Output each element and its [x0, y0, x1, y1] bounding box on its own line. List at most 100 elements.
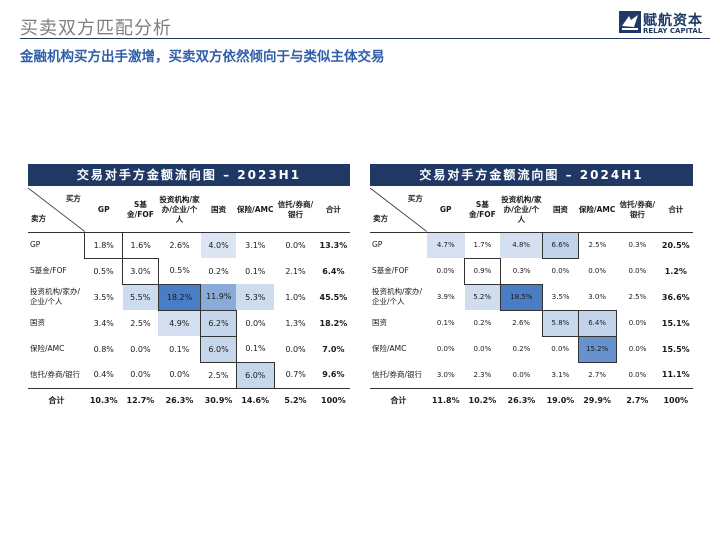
row-label: 投资机构/家办/企业/个人 [30, 287, 81, 306]
row-label: S基金/FOF [30, 266, 67, 275]
flow-value-cell: 5.2% [464, 284, 501, 310]
flow-matrix-2024h1: 买方 卖方 GP S基金/FOF 投资机构/家办/企业/个人 国资 保险/AMC 信托/券商/… [370, 188, 693, 412]
total-row: 合计 10.3% 12.7% 26.3% 30.9% 14.6% 5.2% 100% [28, 387, 350, 412]
column-total-cell: 26.3% [158, 387, 201, 412]
column-total-cell: 100% [316, 387, 350, 412]
flow-value-cell: 3.0% [436, 370, 455, 379]
flow-value-cell: 18.5% [499, 283, 544, 311]
flow-value-cell: 2.5% [130, 318, 151, 328]
page-title: 买卖双方匹配分析 [20, 18, 172, 39]
flow-value-cell: 0.1% [169, 344, 190, 354]
flow-value-cell: 3.5% [551, 292, 570, 301]
table-row: S基金/FOF 0.5% 3.0% 0.5% 0.2% 0.1% 2.1% 6.4% [28, 257, 350, 285]
table-row: 保险/AMC 0.8% 0.0% 0.1% 6.0% 0.1% 0.0% 7.0% [28, 335, 350, 363]
flow-value-cell: 0.5% [93, 266, 114, 276]
column-total-cell: 11.8% [426, 387, 465, 412]
table-row: 国资 3.4% 2.5% 4.9% 6.2% 0.0% 1.3% 18.2% [28, 309, 350, 337]
flow-value-cell: 0.7% [285, 370, 306, 380]
corner-header: 买方 卖方 [28, 188, 85, 233]
row-label: 国资 [372, 318, 387, 327]
flow-value-cell: 2.5% [628, 293, 647, 301]
flow-value-cell: 0.0% [628, 267, 647, 275]
column-header: 国资 [200, 188, 237, 233]
flow-value-cell: 0.0% [588, 267, 607, 275]
column-total-cell: 10.2% [464, 387, 501, 412]
column-header: 信托/券商/银行 [274, 188, 317, 233]
flow-value-cell: 0.3% [628, 241, 647, 250]
flow-value-cell: 6.0% [235, 361, 275, 389]
company-logo: 赋航资本 RELAY CAPITAL [619, 10, 711, 36]
row-label: 投资机构/家办/企业/个人 [372, 287, 423, 306]
flow-value-cell: 2.3% [473, 370, 492, 379]
row-total-cell: 15.1% [661, 318, 690, 328]
flow-value-cell: 1.6% [130, 240, 151, 250]
flow-value-cell: 2.5% [588, 241, 607, 250]
table-row: 信托/券商/银行 3.0% 2.3% 0.0% 3.1% 2.7% 0.0% 11.1% [370, 362, 693, 388]
diagonal-divider [370, 188, 427, 231]
flow-matrix-2023h1: 买方 卖方 GP S基金/FOF 投资机构/家办/企业/个人 国资 保险/AMC 信托/券商/… [28, 188, 350, 412]
flow-value-cell: 0.0% [551, 345, 570, 354]
flow-value-cell: 3.9% [436, 293, 455, 301]
row-label: 信托/券商/银行 [30, 369, 81, 379]
row-total-cell: 18.2% [319, 318, 348, 328]
total-row-label: 合计 [370, 387, 427, 412]
flow-value-cell: 2.1% [285, 266, 306, 276]
column-total-cell: 5.2% [274, 387, 317, 412]
flow-value-cell: 0.5% [169, 266, 190, 276]
table-row: 投资机构/家办/企业/个人 3.9% 5.2% 18.5% 3.5% 3.0% 2.5% 36… [370, 283, 693, 311]
logo-chinese-name: 赋航资本 [643, 13, 703, 29]
row-label: S基金/FOF [372, 266, 409, 275]
column-header: 合计 [658, 188, 693, 233]
flow-value-cell: 0.0% [436, 267, 455, 275]
total-row-label: 合计 [28, 387, 85, 412]
relay-capital-logo-icon [619, 11, 641, 33]
header-divider [20, 38, 710, 39]
column-total-cell: 14.6% [236, 387, 275, 412]
row-label: 保险/AMC [372, 344, 407, 353]
flow-value-cell: 0.3% [512, 266, 531, 275]
flow-value-cell: 1.0% [285, 292, 306, 302]
column-header: 保险/AMC [578, 188, 617, 233]
flow-value-cell: 2.6% [512, 319, 531, 328]
column-header: GP [426, 188, 465, 233]
column-total-cell: 30.9% [200, 387, 237, 412]
flow-value-cell: 5.5% [122, 284, 159, 310]
table-row: GP 4.7% 1.7% 4.8% 6.6% 2.5% 0.3% 20.5% [370, 231, 693, 259]
row-total-cell: 20.5% [661, 240, 690, 250]
table-title-2023h1: 交易对手方金额流向图 – 2023H1 [28, 164, 350, 186]
logo-english-name: RELAY CAPITAL [643, 27, 703, 35]
column-header: S基金/FOF [464, 188, 501, 233]
flow-value-cell: 0.0% [130, 344, 151, 354]
flow-value-cell: 0.1% [245, 344, 266, 354]
row-total-cell: 7.0% [322, 344, 345, 354]
flow-value-cell: 1.7% [473, 241, 492, 249]
corner-buyer-label: 买方 [65, 194, 81, 203]
flow-value-cell: 0.0% [436, 345, 455, 353]
table-row: 信托/券商/银行 0.4% 0.0% 0.0% 2.5% 6.0% 0.7% 9.6% [28, 361, 350, 389]
flow-value-cell: 0.0% [551, 267, 570, 276]
flow-value-cell: 0.1% [245, 266, 266, 276]
table-row: 保险/AMC 0.0% 0.0% 0.2% 0.0% 15.2% 0.0% 15.5% [370, 335, 693, 363]
row-total-cell: 1.2% [664, 266, 687, 276]
flow-value-cell: 2.5% [208, 370, 229, 380]
column-total-cell: 19.0% [542, 387, 579, 412]
row-label: 保险/AMC [30, 344, 65, 353]
flow-value-cell: 0.0% [285, 344, 306, 354]
flow-value-cell: 0.0% [628, 370, 647, 379]
flow-value-cell: 6.0% [200, 335, 237, 363]
flow-value-cell: 0.4% [93, 370, 114, 380]
flow-value-cell: 3.0% [588, 292, 607, 301]
flow-value-cell: 11.9% [200, 284, 237, 310]
headline: 金融机构买方出手激增，买卖双方依然倾向于与类似主体交易 [20, 49, 385, 65]
column-total-cell: 26.3% [500, 387, 543, 412]
table-row: GP 1.8% 1.6% 2.6% 4.0% 3.1% 0.0% 13.3% [28, 231, 350, 259]
flow-value-cell: 0.8% [93, 344, 114, 354]
flow-value-cell: 3.1% [245, 240, 266, 250]
flow-value-cell: 6.6% [542, 231, 579, 259]
row-total-cell: 15.5% [661, 344, 690, 354]
flow-value-cell: 6.2% [200, 309, 237, 337]
column-total-cell: 29.9% [578, 387, 617, 412]
flow-value-cell: 0.2% [512, 345, 531, 353]
column-header: 投资机构/家办/企业/个人 [158, 188, 201, 233]
corner-header: 买方 卖方 [370, 188, 427, 233]
